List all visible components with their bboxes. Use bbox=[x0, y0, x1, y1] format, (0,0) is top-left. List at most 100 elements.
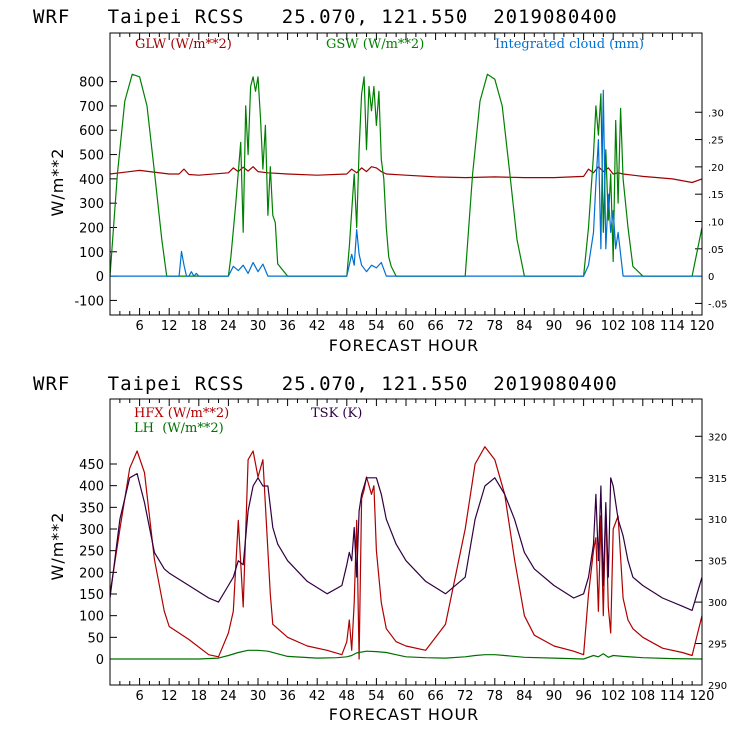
radiation-panel-series bbox=[109, 73, 703, 277]
flux-panel-xlabel: FORECAST HOUR bbox=[329, 705, 480, 724]
flux-panel-title: WRF Taipei RCSS 25.070, 121.550 20190804… bbox=[33, 373, 618, 395]
series-lh-line bbox=[110, 649, 703, 660]
radiation-x-tick-label: 54 bbox=[368, 319, 385, 334]
flux-y-tick-label: 50 bbox=[87, 631, 104, 646]
flux-y2-tick-label: 310 bbox=[708, 515, 727, 526]
radiation-x-tick-label: 6 bbox=[135, 319, 143, 334]
radiation-y-tick-label: 800 bbox=[79, 76, 104, 91]
flux-y-tick-label: 150 bbox=[79, 588, 104, 603]
flux-y2-tick-label: 320 bbox=[708, 432, 727, 443]
radiation-x-tick-label: 72 bbox=[457, 319, 474, 334]
radiation-x-tick-label: 36 bbox=[279, 319, 296, 334]
radiation-y2-tick-label: .10 bbox=[708, 217, 724, 228]
flux-y-tick-label: 250 bbox=[79, 545, 104, 560]
flux-y2-tick-label: 300 bbox=[708, 598, 727, 609]
radiation-y2-tick-label: .15 bbox=[708, 190, 724, 201]
radiation-y-tick-label: 300 bbox=[79, 197, 104, 212]
legend-glw: GLW (W/m**2) bbox=[135, 37, 232, 52]
flux-x-tick-label: 66 bbox=[427, 689, 444, 704]
flux-x-tick-label: 42 bbox=[309, 689, 326, 704]
flux-x-tick-label: 90 bbox=[546, 689, 563, 704]
radiation-x-tick-label: 84 bbox=[516, 319, 533, 334]
radiation-y-tick-label: 200 bbox=[79, 221, 104, 236]
series-glw-line bbox=[109, 166, 703, 184]
flux-y-tick-label: 0 bbox=[96, 653, 104, 668]
radiation-x-tick-label: 24 bbox=[220, 319, 237, 334]
radiation-x-tick-label: 102 bbox=[601, 319, 626, 334]
radiation-x-tick-label: 12 bbox=[161, 319, 178, 334]
radiation-x-tick-label: 48 bbox=[339, 319, 356, 334]
flux-y2-tick-label: 290 bbox=[708, 681, 727, 692]
flux-x-tick-label: 24 bbox=[220, 689, 237, 704]
flux-x-tick-label: 84 bbox=[516, 689, 533, 704]
radiation-y2-tick-label: .20 bbox=[708, 163, 724, 174]
flux-y2-tick-label: 305 bbox=[708, 557, 727, 568]
flux-x-tick-label: 102 bbox=[601, 689, 626, 704]
radiation-x-tick-label: 120 bbox=[690, 319, 715, 334]
flux-x-tick-label: 120 bbox=[690, 689, 715, 704]
radiation-panel-frame bbox=[109, 32, 703, 316]
flux-y-tick-label: 300 bbox=[79, 523, 104, 538]
radiation-x-tick-label: 78 bbox=[487, 319, 504, 334]
flux-panel-ylabel: W/m**2 bbox=[48, 512, 67, 581]
legend-hfx: HFX (W/m**2) bbox=[134, 406, 229, 421]
legend-integrated-cloud: Integrated cloud (mm) bbox=[495, 37, 644, 52]
flux-x-tick-label: 18 bbox=[191, 689, 208, 704]
series-gsw-line bbox=[109, 73, 703, 277]
radiation-x-tick-label: 18 bbox=[191, 319, 208, 334]
flux-x-tick-label: 72 bbox=[457, 689, 474, 704]
radiation-y-tick-label: 400 bbox=[79, 173, 104, 188]
flux-panel-frame bbox=[109, 398, 703, 686]
flux-y-tick-label: 400 bbox=[79, 480, 104, 495]
radiation-y-tick-label: 600 bbox=[79, 124, 104, 139]
flux-x-tick-label: 60 bbox=[398, 689, 415, 704]
radiation-x-tick-label: 66 bbox=[427, 319, 444, 334]
series-hfx-line bbox=[109, 446, 703, 660]
radiation-panel: WRF Taipei RCSS 25.070, 121.550 20190804… bbox=[33, 6, 728, 355]
flux-panel: WRF Taipei RCSS 25.070, 121.550 20190804… bbox=[33, 373, 727, 724]
radiation-y-tick-label: 0 bbox=[96, 270, 104, 285]
flux-x-tick-label: 78 bbox=[487, 689, 504, 704]
radiation-y2-tick-label: .30 bbox=[708, 108, 724, 119]
radiation-y2-tick-label: -.05 bbox=[708, 299, 728, 310]
radiation-y2-tick-label: 0 bbox=[708, 272, 714, 283]
radiation-y-tick-label: -100 bbox=[74, 294, 104, 309]
radiation-x-tick-label: 114 bbox=[660, 319, 685, 334]
series-tsk-line bbox=[109, 473, 703, 612]
radiation-x-tick-label: 60 bbox=[398, 319, 415, 334]
radiation-x-tick-label: 108 bbox=[630, 319, 655, 334]
radiation-y-tick-label: 700 bbox=[79, 100, 104, 115]
radiation-x-tick-label: 90 bbox=[546, 319, 563, 334]
legend-gsw: GSW (W/m**2) bbox=[326, 37, 424, 52]
radiation-panel-ylabel: W/m**2 bbox=[48, 148, 67, 217]
radiation-panel-title: WRF Taipei RCSS 25.070, 121.550 20190804… bbox=[33, 6, 618, 28]
radiation-x-tick-label: 30 bbox=[250, 319, 267, 334]
flux-y-tick-label: 100 bbox=[79, 610, 104, 625]
flux-panel-ticks: 6 12 18 24 30 36 42 48 54 60 66 72 78 84 90 96 102 108 114… bbox=[79, 399, 727, 704]
flux-y2-tick-label: 315 bbox=[708, 474, 727, 485]
flux-x-tick-label: 48 bbox=[339, 689, 356, 704]
radiation-x-tick-label: 42 bbox=[309, 319, 326, 334]
radiation-y2-tick-label: .05 bbox=[708, 245, 724, 256]
radiation-y-tick-label: 500 bbox=[79, 149, 104, 164]
flux-x-tick-label: 12 bbox=[161, 689, 178, 704]
flux-y-tick-label: 200 bbox=[79, 566, 104, 581]
flux-y-tick-label: 450 bbox=[79, 458, 104, 473]
radiation-x-tick-label: 96 bbox=[575, 319, 592, 334]
flux-y-tick-label: 350 bbox=[79, 501, 104, 516]
flux-x-tick-label: 96 bbox=[575, 689, 592, 704]
radiation-panel-xlabel: FORECAST HOUR bbox=[329, 336, 480, 355]
flux-y2-tick-label: 295 bbox=[708, 640, 727, 651]
flux-x-tick-label: 36 bbox=[279, 689, 296, 704]
legend-tsk: TSK (K) bbox=[311, 406, 362, 421]
radiation-y-tick-label: 100 bbox=[79, 246, 104, 261]
flux-x-tick-label: 114 bbox=[660, 689, 685, 704]
radiation-y2-tick-label: .25 bbox=[708, 136, 724, 147]
radiation-panel-ticks: 6 12 18 24 30 36 42 48 54 60 66 72 78 84 90 96 102 108 114… bbox=[74, 33, 728, 334]
flux-panel-series bbox=[109, 446, 703, 660]
series-integrated-cloud-line bbox=[110, 89, 702, 277]
legend-lh: LH (W/m**2) bbox=[134, 421, 224, 436]
flux-x-tick-label: 108 bbox=[630, 689, 655, 704]
flux-x-tick-label: 6 bbox=[135, 689, 143, 704]
